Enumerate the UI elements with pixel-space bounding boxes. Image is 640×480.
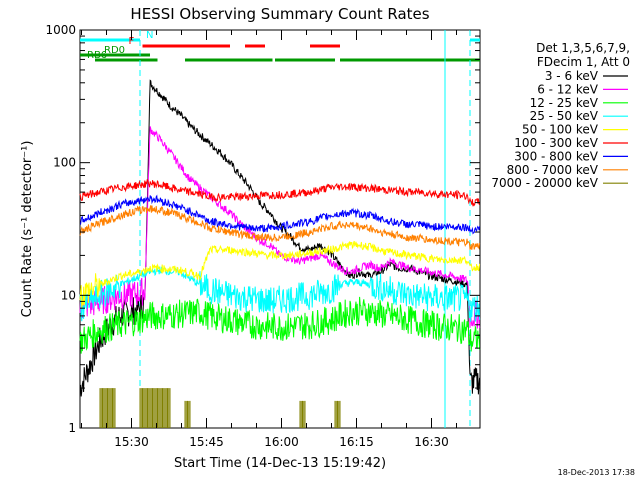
x-tick-label: 16:15 <box>339 435 374 449</box>
series-lines <box>79 79 481 397</box>
vertical-markers <box>139 30 471 428</box>
series-line-800-7000-kev <box>79 205 481 250</box>
series-line-100-300-kev <box>79 179 481 207</box>
legend-header-1: Det 1,3,5,6,7,9, <box>536 41 630 55</box>
legend-label-6-12-kev: 6 - 12 keV <box>537 82 599 96</box>
x-axis: 15:30 15:45 16:00 16:15 16:30 <box>81 30 457 449</box>
attenuator-spikes <box>99 388 341 428</box>
y-tick-label: 1000 <box>45 23 76 37</box>
series-line-300-800-kev <box>79 194 481 235</box>
timestamp: 18-Dec-2013 17:38 <box>558 468 635 477</box>
series-line-25-50-kev <box>79 265 481 322</box>
y-axis-label: Count Rate (s⁻¹ detector⁻¹) <box>20 141 35 318</box>
x-tick-label: 16:30 <box>414 435 449 449</box>
x-tick-label: 16:00 <box>264 435 299 449</box>
plot-frame <box>79 29 481 429</box>
legend-label-50-100-kev: 50 - 100 keV <box>522 123 599 137</box>
legend-label-100-300-kev: 100 - 300 keV <box>514 136 598 150</box>
flag-bar-label-rd0: RD0 <box>104 45 125 56</box>
chart-title: HESSI Observing Summary Count Rates <box>130 5 429 23</box>
y-axis: 1 10 100 1000 <box>45 23 480 435</box>
legend-header-2: FDecim 1, Att 0 <box>537 55 630 69</box>
legend-label-300-800-kev: 300 - 800 keV <box>514 149 598 163</box>
x-tick-label: 15:30 <box>114 435 149 449</box>
x-axis-label: Start Time (14-Dec-13 15:19:42) <box>174 456 386 471</box>
legend-label-7000-20000-kev: 7000 - 20000 keV <box>491 176 598 190</box>
series-line-6-12-kev <box>79 126 481 329</box>
series-line-50-100-kev <box>79 240 481 308</box>
flag-bar-label-f: F <box>129 36 135 47</box>
flag-bar-label-n: N <box>146 30 153 41</box>
legend-label-12-25-kev: 12 - 25 keV <box>530 96 599 110</box>
flag-bar-label-rb6: RB6 <box>87 50 107 61</box>
y-tick-label: 100 <box>53 156 76 170</box>
legend: Det 1,3,5,6,7,9, FDecim 1, Att 0 3 - 6 k… <box>491 41 630 190</box>
legend-label-800-7000-kev: 800 - 7000 keV <box>507 163 599 177</box>
series-line-12-25-kev <box>79 296 481 354</box>
y-tick-label: 1 <box>68 421 76 435</box>
legend-label-3-6-kev: 3 - 6 keV <box>545 69 599 83</box>
x-tick-label: 15:45 <box>189 435 224 449</box>
legend-label-25-50-kev: 25 - 50 keV <box>530 109 599 123</box>
y-tick-label: 10 <box>61 288 76 302</box>
